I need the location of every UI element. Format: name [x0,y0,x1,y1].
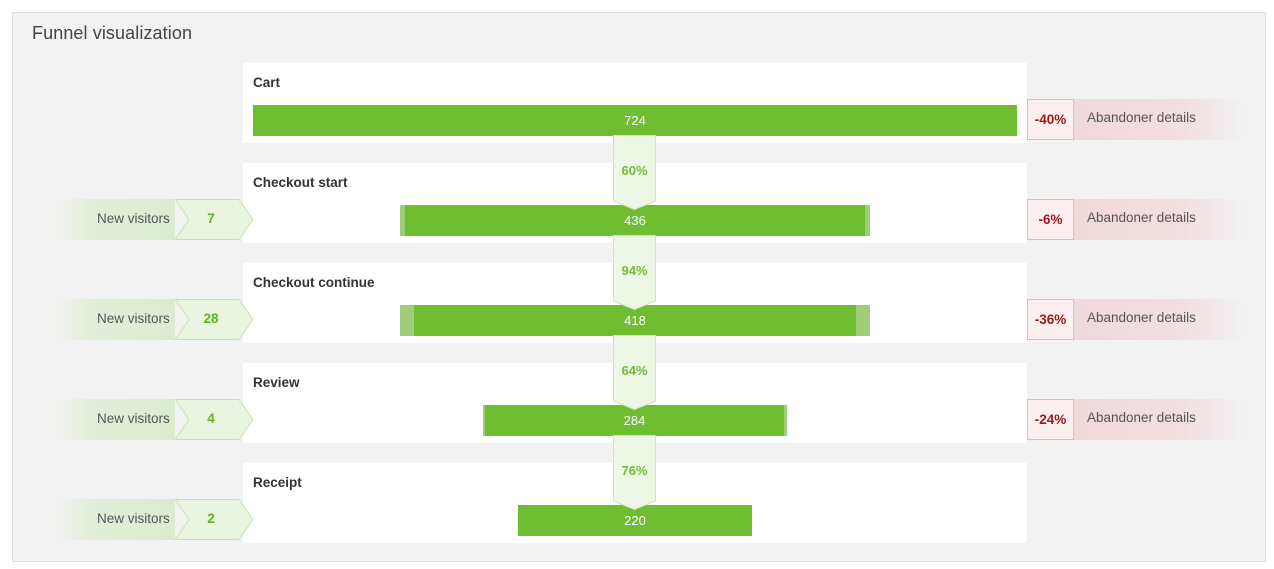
stage-label: Cart [253,75,281,90]
abandoner-details-link[interactable]: Abandoner details [1087,310,1196,325]
stage-checkout-continue: Checkout continue 418 [243,263,1027,343]
stage-value: 724 [624,113,646,128]
conversion-arrow: 76% [613,435,656,510]
stage-value: 284 [623,413,646,428]
abandoner-tag[interactable]: -24% Abandoner details [1027,399,1247,440]
stage-bar[interactable]: 284 [485,405,784,436]
stage-value: 436 [624,213,646,228]
abandon-rate: -40% [1027,99,1074,140]
down-arrow-icon [613,335,656,410]
stage-value: 220 [624,513,646,528]
down-arrow-icon [613,435,656,510]
conversion-rate: 60% [621,163,648,178]
new-visitors-count: 28 [203,311,219,326]
new-visitors-count: 2 [207,511,215,526]
stage-bar[interactable]: 220 [518,505,752,536]
abandoner-details-link[interactable]: Abandoner details [1087,210,1196,225]
stage-checkout-start: Checkout start 436 [243,163,1027,243]
abandoner-tag[interactable]: -40% Abandoner details [1027,99,1247,140]
conversion-arrow: 94% [613,235,656,310]
abandon-rate: -36% [1027,299,1074,340]
new-visitors-tag[interactable]: New visitors 28 [41,299,254,340]
new-visitors-tag[interactable]: New visitors 4 [41,399,254,440]
stage-label: Checkout start [253,175,348,190]
new-visitors-label: New visitors [97,211,170,226]
stage-value: 418 [624,313,646,328]
conversion-arrow: 60% [613,135,656,210]
conversion-rate: 64% [621,363,648,378]
stage-bar[interactable]: 436 [405,205,865,236]
conversion-rate: 76% [621,463,648,478]
new-visitors-count: 4 [207,411,215,426]
down-arrow-icon [613,135,656,210]
stage-cart: Cart 724 [243,63,1027,143]
new-visitors-label: New visitors [97,311,170,326]
conversion-arrow: 64% [613,335,656,410]
new-visitors-count: 7 [207,211,215,226]
stage-label: Checkout continue [253,275,375,290]
abandoner-details-link[interactable]: Abandoner details [1087,110,1196,125]
stage-bar[interactable]: 724 [253,105,1017,136]
new-visitors-label: New visitors [97,411,170,426]
conversion-rate: 94% [621,263,648,278]
abandon-rate: -6% [1027,199,1074,240]
abandoner-details-link[interactable]: Abandoner details [1087,410,1196,425]
abandoner-tag[interactable]: -36% Abandoner details [1027,299,1247,340]
abandoner-tag[interactable]: -6% Abandoner details [1027,199,1247,240]
new-visitors-tag[interactable]: New visitors 2 [41,499,254,540]
panel-title: Funnel visualization [32,23,193,43]
stage-bar[interactable]: 418 [414,305,856,336]
stage-label: Receipt [253,475,302,490]
stage-label: Review [253,375,300,390]
abandon-rate: -24% [1027,399,1074,440]
new-visitors-label: New visitors [97,511,170,526]
down-arrow-icon [613,235,656,310]
new-visitors-tag[interactable]: New visitors 7 [41,199,254,240]
